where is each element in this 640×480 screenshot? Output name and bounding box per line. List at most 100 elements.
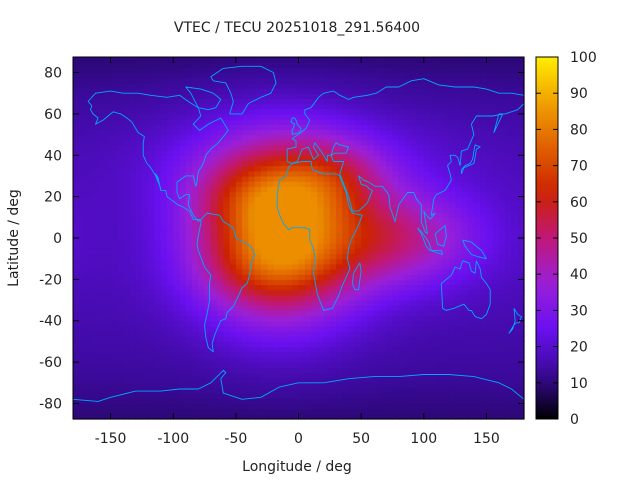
heatmap-cell (329, 67, 337, 74)
heatmap-cell (123, 238, 130, 244)
heatmap-cell (311, 413, 318, 420)
heatmap-cell (141, 134, 149, 141)
heatmap-cell (329, 413, 337, 420)
heatmap-cell (166, 98, 174, 105)
heatmap-cell (116, 305, 124, 311)
heatmap-cell (254, 62, 262, 68)
heatmap-cell (304, 300, 312, 306)
heatmap-cell (311, 113, 318, 120)
heatmap-cell (104, 356, 112, 363)
heatmap-cell (486, 320, 494, 327)
heatmap-cell (492, 98, 500, 105)
heatmap-cell (367, 217, 375, 224)
heatmap-cell (442, 196, 450, 203)
heatmap-cell (361, 258, 368, 265)
heatmap-cell (492, 243, 500, 249)
heatmap-cell (217, 191, 224, 198)
heatmap-cell (123, 175, 130, 182)
heatmap-cell (430, 387, 437, 394)
heatmap-cell (73, 393, 80, 399)
heatmap-cell (160, 398, 168, 405)
heatmap-cell (480, 413, 488, 420)
heatmap-cell (417, 170, 425, 177)
heatmap-cell (204, 279, 212, 286)
heatmap-cell (292, 150, 300, 156)
heatmap-cell (423, 134, 431, 141)
heatmap-cell (373, 393, 381, 399)
heatmap-cell (235, 139, 243, 146)
heatmap-cell (292, 222, 300, 229)
heatmap-cell (116, 119, 124, 125)
heatmap-cell (342, 398, 350, 405)
heatmap-cell (430, 325, 437, 332)
heatmap-cell (367, 175, 375, 182)
heatmap-cell (123, 346, 130, 353)
heatmap-cell (348, 341, 356, 348)
heatmap-cell (154, 206, 162, 213)
heatmap-cell (98, 351, 105, 358)
heatmap-cell (336, 346, 343, 353)
heatmap-cell (430, 57, 437, 63)
heatmap-cell (486, 351, 494, 358)
heatmap-cell (448, 170, 456, 177)
heatmap-cell (404, 93, 412, 99)
heatmap-cell (135, 57, 143, 63)
heatmap-cell (135, 253, 143, 260)
heatmap-cell (317, 119, 325, 125)
heatmap-cell (279, 243, 287, 249)
heatmap-cell (417, 77, 425, 84)
heatmap-cell (166, 62, 174, 68)
heatmap-cell (336, 387, 343, 394)
heatmap-cell (379, 77, 387, 84)
heatmap-cell (198, 284, 206, 291)
heatmap-cell (304, 305, 312, 311)
heatmap-cell (323, 325, 331, 332)
heatmap-cell (217, 320, 224, 327)
heatmap-cell (204, 88, 212, 94)
heatmap-cell (436, 253, 444, 260)
heatmap-cell (361, 144, 368, 151)
heatmap-cell (292, 393, 300, 399)
heatmap-cell (135, 351, 143, 358)
heatmap-cell (442, 269, 450, 275)
heatmap-cell (348, 227, 356, 234)
heatmap-cell (379, 57, 387, 63)
heatmap-cell (517, 310, 525, 317)
heatmap-cell (398, 88, 406, 94)
heatmap-cell (342, 325, 350, 332)
heatmap-cell (198, 377, 206, 384)
heatmap-cell (417, 377, 425, 384)
heatmap-cell (229, 413, 237, 420)
heatmap-cell (98, 175, 105, 182)
heatmap-cell (379, 413, 387, 420)
heatmap-cell (323, 62, 331, 68)
heatmap-cell (204, 72, 212, 79)
heatmap-cell (417, 134, 425, 141)
heatmap-cell (148, 227, 156, 234)
heatmap-cell (123, 269, 130, 275)
heatmap-cell (154, 82, 162, 89)
heatmap-cell (248, 165, 256, 172)
heatmap-cell (154, 310, 162, 317)
heatmap-cell (298, 139, 306, 146)
heatmap-cell (235, 305, 243, 311)
heatmap-cell (311, 222, 318, 229)
heatmap-cell (85, 227, 93, 234)
heatmap-cell (404, 289, 412, 296)
heatmap-cell (404, 387, 412, 394)
heatmap-cell (423, 294, 431, 301)
heatmap-cell (455, 320, 462, 327)
heatmap-cell (123, 362, 130, 368)
heatmap-cell (398, 372, 406, 379)
heatmap-cell (192, 367, 199, 374)
heatmap-cell (480, 113, 488, 120)
heatmap-cell (467, 181, 475, 187)
heatmap-cell (273, 144, 281, 151)
heatmap-cell (116, 403, 124, 410)
heatmap-cell (417, 232, 425, 239)
heatmap-cell (417, 113, 425, 120)
heatmap-cell (279, 206, 287, 213)
heatmap-cell (110, 289, 118, 296)
heatmap-cell (361, 196, 368, 203)
heatmap-cell (198, 119, 206, 125)
